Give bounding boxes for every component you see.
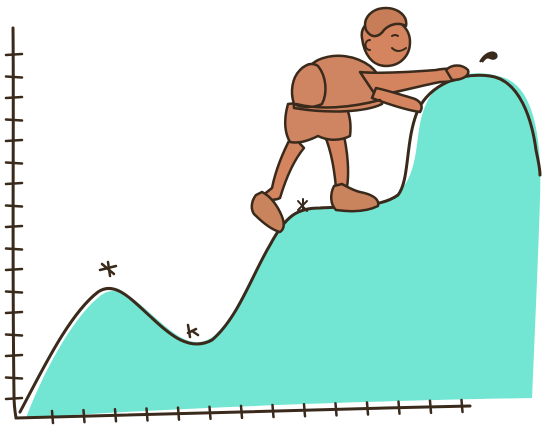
y-axis-tick xyxy=(4,181,24,186)
peak-flag-icon xyxy=(479,51,498,63)
grass-tuft-icon xyxy=(98,260,118,278)
x-axis-tick xyxy=(176,406,181,421)
y-axis-tick xyxy=(4,396,24,401)
y-axis-tick xyxy=(4,333,24,337)
x-axis-tick xyxy=(334,402,338,417)
y-axis-tick xyxy=(4,204,24,208)
x-axis-tick xyxy=(397,400,401,415)
hiker-figure xyxy=(250,6,470,234)
x-axis-tick xyxy=(50,409,55,425)
y-axis-tick xyxy=(4,118,24,122)
y-axis-tick xyxy=(4,353,24,358)
y-axis xyxy=(4,26,24,420)
mountain-fill xyxy=(26,73,541,418)
x-axis-tick xyxy=(302,402,307,418)
hiker-ear xyxy=(364,39,371,51)
hiker-eye xyxy=(391,34,399,37)
x-axis-tick xyxy=(460,398,464,414)
hiker-hair xyxy=(363,6,408,38)
x-axis-tick xyxy=(82,408,86,424)
mountain-outline xyxy=(18,73,542,414)
hiker-front-boot xyxy=(330,182,380,213)
x-axis-tick xyxy=(271,403,275,419)
hiker-belt xyxy=(294,98,382,109)
x-axis-tick xyxy=(428,399,433,415)
x-axis-tick xyxy=(239,404,244,420)
y-axis-tick xyxy=(4,247,24,251)
hiker-backpack xyxy=(290,62,327,109)
y-axis-tick xyxy=(4,52,24,57)
hiker-hand xyxy=(444,64,470,82)
y-axis-tick xyxy=(4,95,24,100)
hiker-smile xyxy=(391,47,407,52)
grass-tuft-icon xyxy=(297,198,308,212)
hiker-back-boot xyxy=(250,190,285,234)
y-axis-tick xyxy=(4,310,24,315)
grass-tuft-icon xyxy=(186,323,200,339)
x-axis-tick xyxy=(113,408,118,423)
hiker-back-leg xyxy=(260,133,306,201)
y-axis-tick xyxy=(4,267,24,272)
x-axis-tick xyxy=(365,401,370,416)
y-axis-tick xyxy=(4,376,24,380)
x-axis-tick xyxy=(208,405,212,420)
y-axis-tick xyxy=(4,224,24,229)
y-axis-tick xyxy=(4,138,24,143)
y-axis-tick xyxy=(4,161,24,165)
y-axis-tick xyxy=(4,290,24,294)
x-axis-tick xyxy=(145,407,149,422)
x-axis xyxy=(14,398,472,425)
hiker-back-arm xyxy=(370,86,423,114)
y-axis-tick xyxy=(4,75,24,79)
